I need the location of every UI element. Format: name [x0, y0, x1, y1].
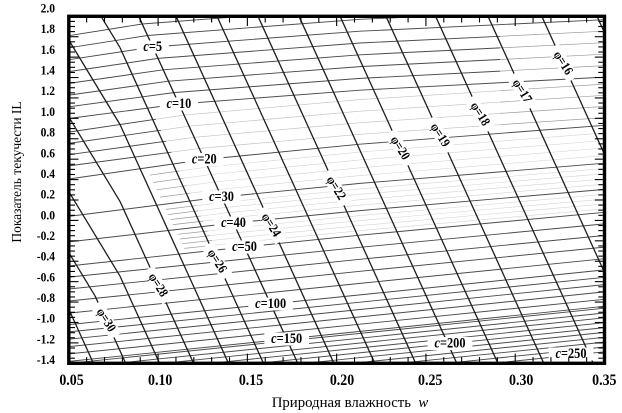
- svg-text:c=100: c=100: [255, 295, 286, 311]
- svg-text:0.20: 0.20: [330, 372, 354, 389]
- svg-text:0.2: 0.2: [41, 187, 55, 202]
- svg-text:-1.2: -1.2: [37, 332, 55, 347]
- svg-text:-1.0: -1.0: [37, 311, 55, 326]
- svg-text:c=30: c=30: [209, 188, 234, 204]
- svg-text:0.35: 0.35: [592, 372, 616, 389]
- svg-text:1.0: 1.0: [41, 104, 55, 119]
- svg-text:c=40: c=40: [221, 214, 246, 230]
- svg-text:-0.4: -0.4: [37, 249, 55, 264]
- svg-text:0.25: 0.25: [418, 372, 442, 389]
- svg-text:c=200: c=200: [434, 334, 465, 350]
- svg-text:0.05: 0.05: [59, 372, 83, 389]
- svg-text:c=20: c=20: [192, 150, 217, 166]
- svg-text:-0.2: -0.2: [37, 228, 55, 243]
- svg-text:Показатель текучести IL: Показатель текучести IL: [9, 101, 24, 242]
- svg-text:-0.6: -0.6: [37, 270, 55, 285]
- svg-text:-0.8: -0.8: [37, 290, 55, 305]
- svg-text:1.4: 1.4: [41, 63, 55, 78]
- svg-text:c=50: c=50: [232, 238, 257, 254]
- svg-text:0.10: 0.10: [148, 372, 172, 389]
- svg-text:1.2: 1.2: [41, 84, 55, 99]
- svg-text:0.30: 0.30: [509, 372, 533, 389]
- svg-text:0.8: 0.8: [41, 125, 55, 140]
- svg-text:-1.4: -1.4: [37, 353, 55, 368]
- svg-text:c=10: c=10: [166, 95, 191, 111]
- svg-text:2.0: 2.0: [41, 1, 55, 16]
- svg-text:Природная влажность w: Природная влажность w: [272, 395, 429, 411]
- svg-text:1.8: 1.8: [41, 22, 55, 37]
- svg-text:0.6: 0.6: [41, 146, 55, 161]
- svg-text:c=5: c=5: [143, 38, 162, 54]
- svg-text:0.4: 0.4: [41, 166, 55, 181]
- svg-text:1.6: 1.6: [41, 42, 55, 57]
- svg-text:c=150: c=150: [271, 330, 302, 346]
- svg-text:0.15: 0.15: [239, 372, 263, 389]
- svg-text:0.0: 0.0: [41, 208, 55, 223]
- svg-text:c=250: c=250: [555, 345, 586, 361]
